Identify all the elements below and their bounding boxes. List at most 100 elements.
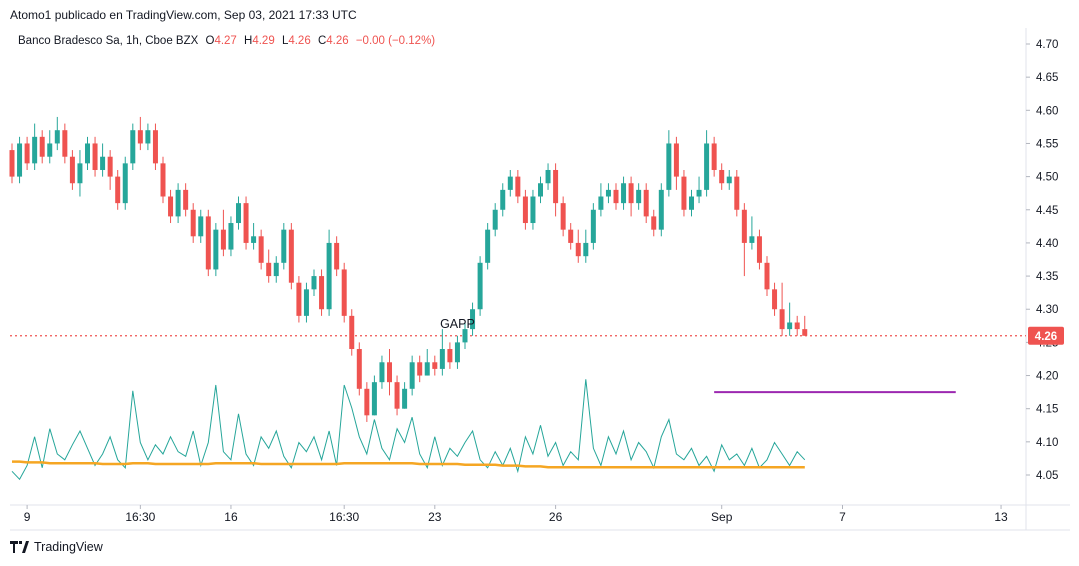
candle[interactable] <box>575 229 581 263</box>
candle[interactable] <box>349 309 355 356</box>
candle[interactable] <box>666 130 672 197</box>
candle[interactable] <box>417 355 423 383</box>
footer-brand[interactable]: TradingView <box>10 540 103 554</box>
candle[interactable] <box>734 169 740 217</box>
candle[interactable] <box>515 169 521 204</box>
candle[interactable] <box>560 196 566 237</box>
candle[interactable] <box>145 123 151 151</box>
candle[interactable] <box>538 176 543 204</box>
candle[interactable] <box>205 209 211 277</box>
candle[interactable] <box>764 256 770 296</box>
candle[interactable] <box>130 123 136 170</box>
candle[interactable] <box>485 223 491 270</box>
gap-annotation[interactable]: GAPP <box>440 317 475 331</box>
candle[interactable] <box>553 163 559 217</box>
candle[interactable] <box>243 196 249 250</box>
candle[interactable] <box>190 203 196 243</box>
candle[interactable] <box>236 196 241 230</box>
candle[interactable] <box>213 223 219 277</box>
candle[interactable] <box>500 183 506 217</box>
candle[interactable] <box>613 183 619 210</box>
candle[interactable] <box>409 355 415 396</box>
candle[interactable] <box>296 276 302 323</box>
candle[interactable] <box>439 329 445 376</box>
candle[interactable] <box>24 136 30 170</box>
candle[interactable] <box>47 130 53 164</box>
candle[interactable] <box>62 123 68 164</box>
candle[interactable] <box>787 302 793 336</box>
candle[interactable] <box>137 116 143 151</box>
candle[interactable] <box>673 136 679 190</box>
candle[interactable] <box>198 209 204 243</box>
candle[interactable] <box>303 282 309 323</box>
candle[interactable] <box>54 116 60 151</box>
candle[interactable] <box>220 209 226 257</box>
candle[interactable] <box>92 136 98 177</box>
candle[interactable] <box>696 176 702 204</box>
candle[interactable] <box>326 229 332 316</box>
candle[interactable] <box>779 282 785 336</box>
candle[interactable] <box>160 156 166 204</box>
candle[interactable] <box>100 143 106 177</box>
candle[interactable] <box>598 183 604 217</box>
candle[interactable] <box>492 203 498 237</box>
candle[interactable] <box>175 183 181 224</box>
candle[interactable] <box>726 169 732 190</box>
candle[interactable] <box>794 315 800 336</box>
candle[interactable] <box>281 223 287 270</box>
candle[interactable] <box>9 143 15 184</box>
candle[interactable] <box>387 349 392 396</box>
candle[interactable] <box>17 136 23 184</box>
candle[interactable] <box>311 269 317 296</box>
candle[interactable] <box>266 249 272 283</box>
candle[interactable] <box>115 169 121 210</box>
candle[interactable] <box>689 189 694 217</box>
candle[interactable] <box>371 375 377 416</box>
candle[interactable] <box>251 223 257 250</box>
candle[interactable] <box>568 223 574 250</box>
candle[interactable] <box>772 282 778 316</box>
candle[interactable] <box>168 189 174 224</box>
candle[interactable] <box>477 256 483 316</box>
candle[interactable] <box>681 169 687 217</box>
candle[interactable] <box>507 169 513 197</box>
candle[interactable] <box>228 216 234 257</box>
candle[interactable] <box>107 150 113 190</box>
candle[interactable] <box>356 342 362 396</box>
candle[interactable] <box>628 176 634 217</box>
candle[interactable] <box>394 375 400 416</box>
candle[interactable] <box>379 355 385 389</box>
candle[interactable] <box>152 123 158 170</box>
candle[interactable] <box>334 236 340 277</box>
candle[interactable] <box>183 183 189 217</box>
candle[interactable] <box>711 136 717 177</box>
candle[interactable] <box>402 382 408 409</box>
candle[interactable] <box>719 163 725 190</box>
candle[interactable] <box>424 349 430 376</box>
candle[interactable] <box>273 256 279 283</box>
candle[interactable] <box>32 123 38 170</box>
candle[interactable] <box>85 136 90 170</box>
candle[interactable] <box>39 130 45 164</box>
candle[interactable] <box>741 203 747 277</box>
candle[interactable] <box>756 229 762 270</box>
candle[interactable] <box>69 150 75 190</box>
candle[interactable] <box>802 315 808 336</box>
candle[interactable] <box>658 183 664 237</box>
candle[interactable] <box>454 335 460 369</box>
candle[interactable] <box>583 229 589 263</box>
candle[interactable] <box>605 183 611 204</box>
candle[interactable] <box>364 382 370 422</box>
candle[interactable] <box>288 223 294 290</box>
candle[interactable] <box>462 322 468 350</box>
candle[interactable] <box>643 183 649 224</box>
candle[interactable] <box>621 176 627 210</box>
candle[interactable] <box>470 302 476 336</box>
candle[interactable] <box>651 209 657 237</box>
candle[interactable] <box>530 189 536 230</box>
candle[interactable] <box>447 342 453 369</box>
candle[interactable] <box>122 156 128 210</box>
candle[interactable] <box>522 189 528 230</box>
candle[interactable] <box>590 203 596 250</box>
